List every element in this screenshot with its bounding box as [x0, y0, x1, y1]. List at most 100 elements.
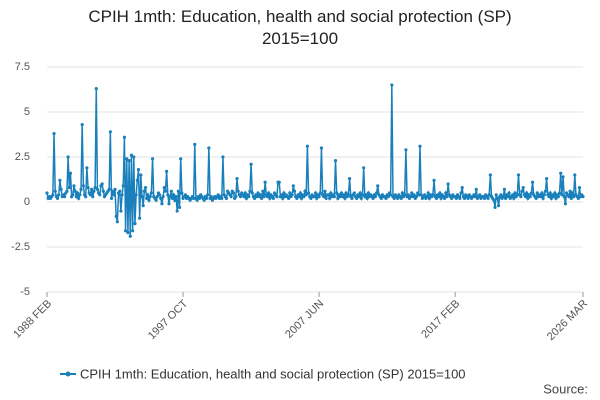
data-point: [576, 196, 580, 200]
data-point: [114, 214, 118, 218]
data-point: [560, 193, 564, 197]
data-point: [519, 195, 523, 199]
data-point: [302, 195, 306, 199]
data-point: [554, 196, 558, 200]
data-point: [94, 87, 98, 91]
data-point: [523, 195, 528, 199]
data-point: [172, 193, 176, 197]
data-point: [355, 196, 359, 200]
data-point: [140, 195, 144, 199]
data-point: [333, 159, 338, 163]
data-point: [221, 155, 225, 159]
data-point: [458, 196, 462, 200]
data-point: [511, 193, 515, 197]
data-point: [357, 195, 361, 199]
data-point: [404, 148, 408, 152]
data-point: [347, 177, 352, 181]
data-point: [101, 189, 105, 193]
data-point: [192, 196, 196, 200]
data-point: [548, 191, 552, 195]
data-point: [74, 195, 78, 199]
data-point: [526, 196, 530, 200]
data-point: [431, 193, 435, 197]
data-point: [145, 196, 149, 200]
data-point: [360, 193, 365, 197]
data-point: [386, 195, 390, 199]
data-point: [390, 83, 394, 87]
series-line: [46, 84, 584, 237]
data-point: [248, 189, 252, 193]
data-point: [335, 191, 339, 195]
data-point: [323, 189, 327, 193]
data-point: [434, 196, 438, 200]
data-point: [275, 195, 279, 199]
data-point: [400, 191, 404, 195]
data-point: [168, 195, 172, 199]
data-point: [242, 195, 246, 199]
legend-marker: [65, 371, 71, 377]
data-point: [169, 189, 173, 193]
data-point: [299, 196, 304, 200]
data-point: [125, 157, 129, 161]
data-point: [127, 159, 131, 163]
data-point: [549, 196, 553, 200]
data-point: [432, 178, 436, 182]
data-point: [309, 196, 313, 200]
data-point: [444, 191, 448, 195]
data-point: [445, 195, 449, 199]
data-point: [418, 144, 422, 148]
data-point: [450, 196, 454, 200]
data-point: [244, 196, 248, 200]
data-point: [520, 189, 524, 193]
data-point: [107, 187, 111, 191]
data-point: [530, 180, 535, 184]
data-point: [459, 191, 463, 195]
data-point: [287, 196, 291, 200]
data-point: [209, 195, 213, 199]
data-point: [552, 195, 556, 199]
data-point: [507, 191, 511, 195]
data-point: [243, 191, 247, 195]
data-point: [161, 195, 165, 199]
data-point: [133, 222, 137, 226]
data-point: [319, 146, 324, 150]
data-point: [406, 193, 410, 197]
data-point: [162, 186, 166, 190]
data-point: [111, 189, 115, 193]
data-point: [77, 196, 81, 200]
data-point: [119, 209, 123, 213]
data-point: [305, 144, 309, 148]
data-point: [134, 193, 138, 197]
data-point: [572, 195, 576, 199]
data-point: [79, 187, 83, 191]
data-point: [252, 196, 257, 200]
data-point: [359, 196, 363, 200]
data-point: [324, 196, 328, 200]
data-point: [499, 193, 503, 197]
data-point: [521, 186, 525, 190]
x-tick-label: 1988 FEB: [11, 298, 54, 341]
data-point: [67, 186, 71, 190]
data-point: [506, 195, 510, 199]
data-point: [115, 220, 119, 224]
data-point: [494, 193, 498, 197]
data-point: [297, 195, 301, 199]
data-point: [57, 193, 61, 197]
data-point: [52, 132, 56, 136]
data-point: [516, 173, 521, 177]
x-tick-label: 2026 MAR: [545, 298, 590, 343]
data-point: [279, 193, 284, 197]
data-point: [216, 193, 220, 197]
data-point: [126, 231, 130, 235]
data-point: [238, 195, 243, 199]
data-point: [290, 193, 294, 197]
data-point: [142, 189, 146, 193]
data-point: [358, 191, 362, 195]
data-point: [329, 191, 333, 195]
data-point: [292, 189, 297, 193]
data-point: [389, 193, 393, 197]
data-point: [202, 198, 206, 202]
data-point: [271, 196, 275, 200]
data-point: [263, 180, 267, 184]
y-tick-label: 2.5: [15, 151, 30, 163]
